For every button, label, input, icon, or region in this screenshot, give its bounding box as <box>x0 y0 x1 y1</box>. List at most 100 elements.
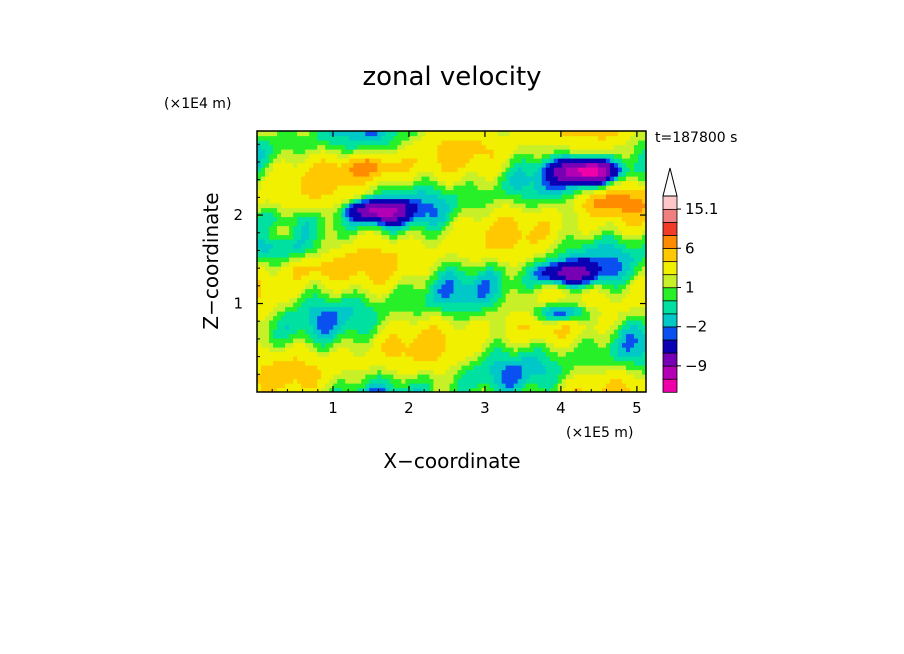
field-cell <box>489 369 495 375</box>
field-cell <box>581 351 587 357</box>
field-cell <box>577 212 583 218</box>
field-cell <box>569 212 575 218</box>
field-cell <box>317 270 322 276</box>
field-cell <box>377 248 382 254</box>
field-cell <box>529 288 535 294</box>
field-cell <box>297 356 302 362</box>
field-cell <box>505 338 511 344</box>
field-cell <box>285 342 290 348</box>
field-cell <box>333 189 338 195</box>
field-cell <box>533 306 539 312</box>
field-cell <box>521 333 527 339</box>
field-cell <box>293 360 298 366</box>
field-cell <box>317 369 322 375</box>
field-cell <box>301 293 306 299</box>
field-cell <box>433 320 439 326</box>
field-cell <box>621 221 627 227</box>
field-cell <box>441 180 447 186</box>
field-cell <box>337 338 342 344</box>
field-cell <box>413 288 419 294</box>
field-cell <box>453 356 459 362</box>
field-cell <box>577 185 583 191</box>
field-cell <box>497 270 503 276</box>
field-cell <box>273 248 278 254</box>
field-cell <box>369 248 374 254</box>
field-cell <box>521 284 527 290</box>
field-cell <box>421 320 427 326</box>
field-cell <box>637 239 643 245</box>
field-cell <box>417 176 423 182</box>
field-cell <box>609 234 615 240</box>
field-cell <box>521 351 527 357</box>
field-cell <box>289 261 294 267</box>
field-cell <box>517 378 523 384</box>
field-cell <box>577 338 583 344</box>
field-cell <box>349 356 354 362</box>
field-cell <box>341 176 346 182</box>
field-cell <box>309 315 314 321</box>
field-cell <box>429 279 435 285</box>
field-cell <box>613 171 619 177</box>
field-cell <box>321 252 326 258</box>
field-cell <box>501 374 507 380</box>
field-cell <box>397 158 402 164</box>
field-cell <box>349 230 354 236</box>
field-cell <box>481 225 487 231</box>
field-cell <box>389 374 394 380</box>
field-cell <box>501 239 507 245</box>
field-cell <box>385 374 390 380</box>
field-cell <box>301 180 306 186</box>
field-cell <box>473 297 479 303</box>
field-cell <box>509 324 515 330</box>
field-cell <box>549 324 555 330</box>
field-cell <box>465 293 471 299</box>
field-cell <box>349 347 354 353</box>
field-cell <box>381 315 386 321</box>
field-cell <box>353 324 358 330</box>
field-cell <box>573 347 579 353</box>
field-cell <box>605 311 611 317</box>
field-cell <box>421 252 427 258</box>
field-cell <box>581 356 587 362</box>
field-cell <box>581 320 587 326</box>
field-cell <box>605 189 611 195</box>
field-cell <box>561 342 567 348</box>
field-cell <box>293 180 298 186</box>
field-cell <box>565 320 571 326</box>
field-cell <box>361 333 366 339</box>
field-cell <box>401 374 406 380</box>
field-cell <box>441 320 447 326</box>
field-cell <box>377 378 382 384</box>
field-cell <box>333 185 338 191</box>
field-cell <box>609 270 615 276</box>
field-cell <box>509 356 515 362</box>
field-cell <box>357 270 362 276</box>
field-cell <box>413 171 419 177</box>
field-cell <box>317 275 322 281</box>
field-cell <box>313 324 318 330</box>
field-cell <box>345 257 350 263</box>
field-cell <box>361 297 366 303</box>
field-cell <box>381 180 386 186</box>
field-cell <box>361 252 366 258</box>
field-cell <box>601 320 607 326</box>
field-cell <box>485 261 491 267</box>
field-cell <box>565 279 571 285</box>
field-cell <box>329 234 334 240</box>
field-cell <box>457 356 463 362</box>
field-cell <box>365 342 370 348</box>
field-cell <box>637 297 643 303</box>
field-cell <box>537 297 543 303</box>
field-cell <box>585 266 591 272</box>
field-cell <box>421 293 427 299</box>
field-cell <box>345 171 350 177</box>
field-cell <box>545 279 551 285</box>
field-cell <box>329 207 334 213</box>
field-cell <box>301 356 306 362</box>
field-cell <box>393 176 398 182</box>
field-cell <box>513 270 519 276</box>
field-cell <box>537 311 543 317</box>
field-cell <box>369 180 374 186</box>
field-cell <box>309 252 314 258</box>
field-cell <box>577 203 583 209</box>
